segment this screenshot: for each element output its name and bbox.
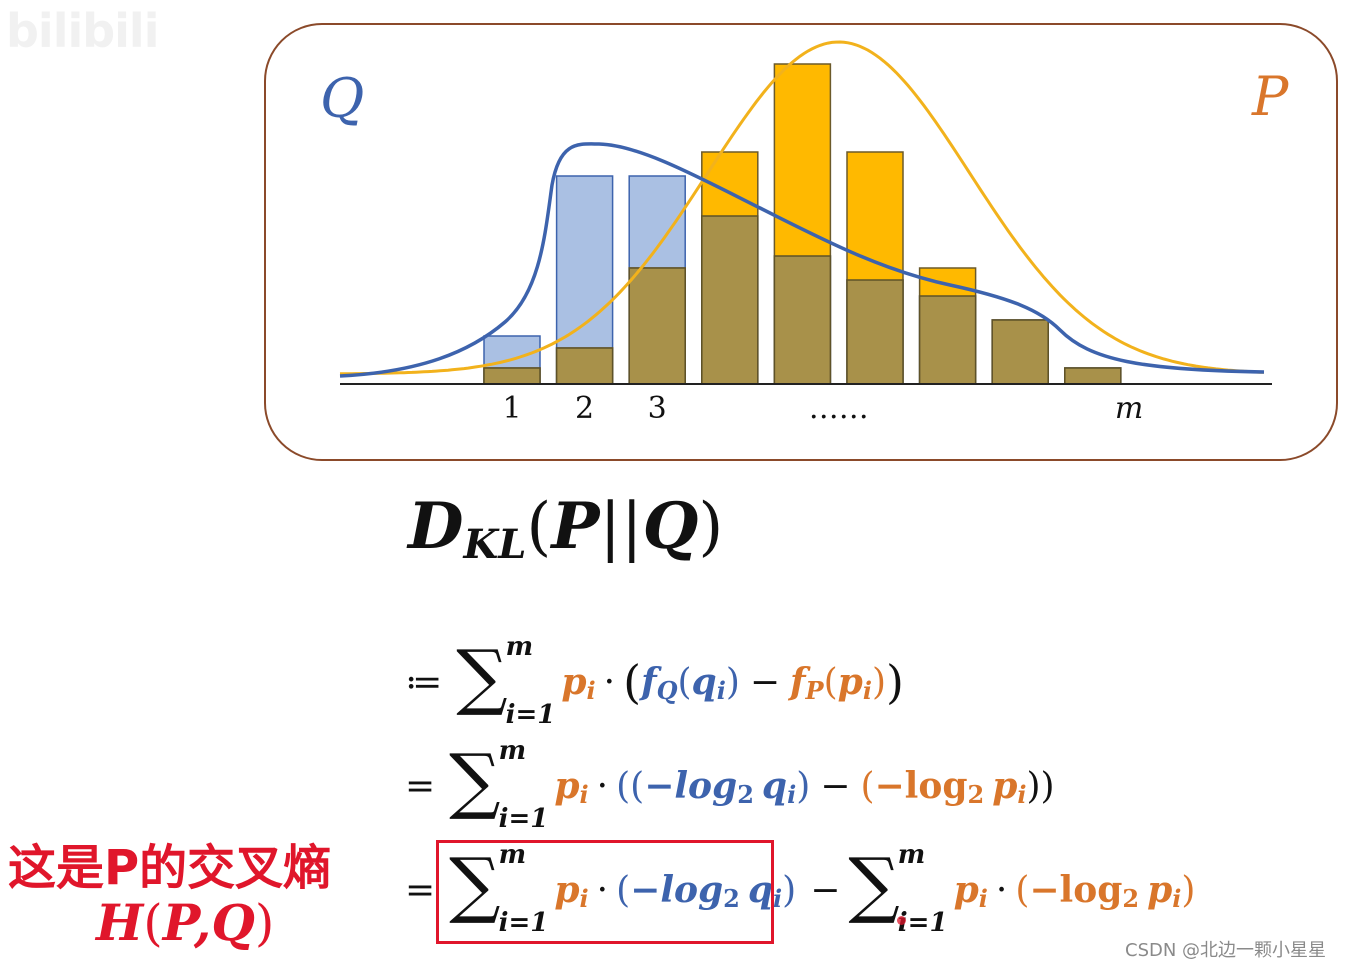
summation-3b: ∑ m i=1 (848, 840, 948, 938)
q-distribution-curve (339, 142, 1265, 378)
x-tick-label-5: m (1115, 391, 1143, 426)
overlap-bar-6 (846, 279, 904, 385)
summation-1: ∑ m i=1 (456, 632, 556, 730)
overlap-bar-2 (555, 347, 614, 385)
cross-entropy-highlight-box (436, 840, 774, 944)
cross-entropy-annotation: 这是P的交叉熵 (8, 840, 332, 896)
overlap-bar-3 (628, 267, 686, 385)
overlap-bar-7 (918, 295, 977, 385)
p-distribution-label: P (1251, 65, 1290, 128)
summation-3a: ∑ m i=1 (449, 840, 549, 938)
summation-2: ∑ m i=1 (449, 736, 549, 834)
overlap-bar-9 (1064, 367, 1122, 385)
csdn-credit: CSDN @北边一颗小星星 (1125, 940, 1327, 961)
cross-entropy-formula: H(P,Q) (96, 893, 275, 952)
x-tick-label-3: 3 (648, 391, 667, 426)
overlap-bar-5 (773, 255, 832, 385)
x-tick-label-1: 1 (502, 391, 521, 426)
x-tick-label-4: …… (809, 391, 869, 426)
p-distribution-curve (339, 40, 1265, 376)
cursor-dot (897, 916, 906, 925)
distribution-panel (264, 23, 1338, 461)
histogram-chart: 1 2 3 …… m Q P (320, 40, 1290, 426)
kl-divergence-title: DKL(P||Q) (408, 489, 724, 568)
x-tick-label-2: 2 (575, 391, 594, 426)
bilibili-watermark-logo: bilibili (6, 4, 159, 58)
overlap-bar-1 (483, 367, 541, 385)
overlap-bar-8 (991, 319, 1049, 385)
overlap-bar-4 (701, 215, 759, 385)
q-distribution-label: Q (320, 67, 364, 130)
